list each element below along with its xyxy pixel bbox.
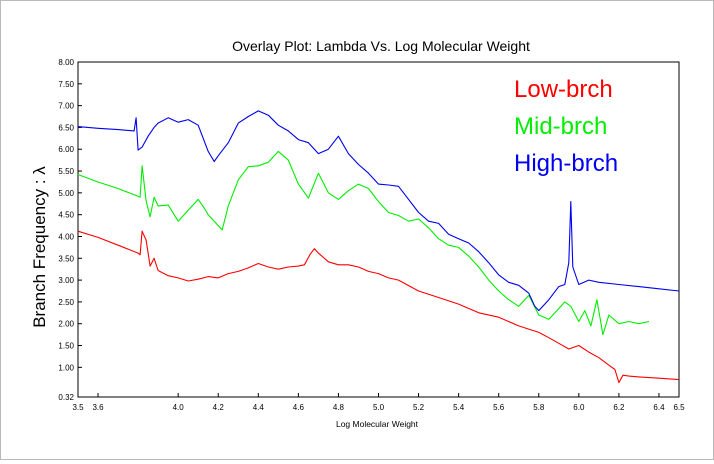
y-tick-label: 0.32 (58, 393, 74, 402)
y-tick-label: 2.50 (58, 298, 74, 307)
y-tick-label: 8.00 (58, 58, 74, 67)
x-tick-label: 5.0 (373, 403, 385, 412)
x-tick-label: 4.2 (213, 403, 225, 412)
x-tick-label: 5.2 (413, 403, 425, 412)
x-tick-label: 4.4 (253, 403, 265, 412)
y-tick-label: 1.00 (58, 363, 74, 372)
y-tick-label: 4.50 (58, 211, 74, 220)
x-tick-label: 3.5 (72, 403, 84, 412)
y-tick-label: 7.50 (58, 80, 74, 89)
y-tick-label: 2.00 (58, 320, 74, 329)
y-tick-label: 3.50 (58, 254, 74, 263)
x-tick-label: 5.6 (493, 403, 505, 412)
series-line-high-brch (77, 110, 680, 312)
y-tick-label: 5.00 (58, 189, 74, 198)
x-tick-label: 6.5 (673, 403, 685, 412)
x-tick-label: 4.0 (173, 403, 185, 412)
x-axis-label: Log Molecular Weight (336, 419, 419, 429)
y-tick-label: 4.00 (58, 232, 74, 241)
series-line-mid-brch (77, 150, 650, 336)
y-tick-label: 5.50 (58, 167, 74, 176)
legend-item-low-brch: Low-brch (514, 76, 613, 103)
x-tick-label: 5.8 (533, 403, 545, 412)
y-tick-label: 3.00 (58, 276, 74, 285)
y-tick-label: 6.50 (58, 123, 74, 132)
y-tick-label: 6.00 (58, 145, 74, 154)
y-tick-label: 1.50 (58, 342, 74, 351)
x-tick-label: 4.6 (293, 403, 305, 412)
series-line-low-brch (77, 230, 680, 384)
x-tick-label: 6.2 (613, 403, 625, 412)
y-axis-label: Branch Frequency : λ (30, 166, 49, 328)
x-tick-label: 4.8 (333, 403, 345, 412)
y-tick-label: 7.00 (58, 102, 74, 111)
chart-title: Overlay Plot: Lambda Vs. Log Molecular W… (232, 38, 530, 54)
x-tick-label: 5.4 (453, 403, 465, 412)
legend-item-mid-brch: Mid-brch (514, 113, 607, 140)
x-tick-label: 3.6 (92, 403, 104, 412)
legend-item-high-brch: High-brch (514, 150, 618, 177)
x-tick-label: 6.4 (653, 403, 665, 412)
x-tick-label: 6.0 (573, 403, 585, 412)
